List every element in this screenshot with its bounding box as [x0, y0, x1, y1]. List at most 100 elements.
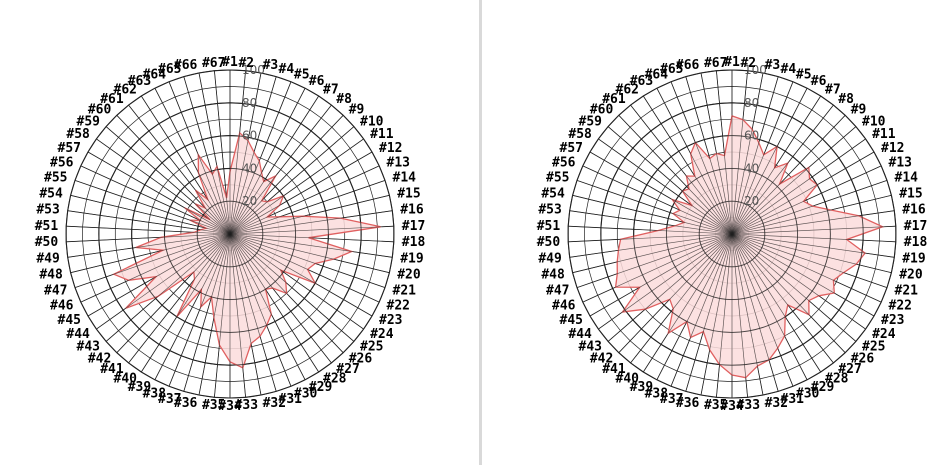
grid-spoke-overlay: [229, 233, 390, 273]
category-label: #35: [704, 398, 727, 413]
tick-label: 40: [744, 161, 759, 175]
grid-spoke-overlay: [229, 115, 344, 235]
category-label: #24: [370, 327, 394, 342]
grid-spoke-overlay: [576, 180, 733, 235]
category-label: #12: [881, 141, 904, 156]
grid-spoke-overlay: [229, 104, 332, 235]
grid-spoke-overlay: [229, 233, 306, 380]
category-label: #32: [765, 396, 788, 411]
grid-spoke-overlay: [67, 233, 231, 258]
category-label: #7: [323, 82, 339, 97]
grid-spoke-overlay: [198, 72, 231, 235]
category-label: #8: [336, 92, 352, 107]
grid-spoke-overlay: [731, 210, 895, 235]
grid-spoke-overlay: [229, 180, 386, 235]
grid-spoke-overlay: [229, 233, 292, 387]
category-label: #61: [602, 92, 626, 107]
category-label: #33: [737, 398, 760, 413]
grid-spoke-overlay: [80, 165, 231, 235]
category-label: #28: [825, 372, 849, 387]
category-label: #29: [309, 380, 332, 395]
category-label: #57: [58, 141, 81, 156]
grid-spoke-overlay: [229, 76, 277, 235]
grid-circle: [98, 102, 362, 366]
grid-spoke-overlay: [731, 165, 882, 235]
category-label: #55: [546, 171, 569, 186]
category-label: #38: [143, 387, 167, 402]
grid-spoke-overlay: [731, 225, 896, 235]
grid-spoke-overlay: [66, 233, 231, 243]
category-label: #56: [552, 156, 576, 171]
category-label: #54: [39, 186, 63, 201]
category-label: #11: [872, 127, 896, 142]
grid-spoke-overlay: [731, 151, 875, 235]
grid-spoke-overlay: [74, 233, 231, 288]
grid-spoke-overlay: [731, 115, 846, 235]
grid-spoke-overlay: [589, 233, 733, 317]
grid-spoke-overlay: [731, 70, 748, 235]
category-label: #26: [349, 352, 373, 367]
category-label: #44: [66, 327, 90, 342]
category-label: #29: [811, 380, 834, 395]
category-label: #14: [393, 171, 417, 186]
category-label: #7: [825, 82, 841, 97]
category-label: #67: [202, 56, 225, 71]
grid-spoke-overlay: [70, 233, 231, 273]
grid-circle: [665, 167, 799, 301]
grid-spoke-overlay: [229, 81, 292, 235]
grid-spoke-overlay: [229, 233, 364, 330]
grid-spoke-overlay: [656, 233, 733, 380]
category-label: #46: [552, 299, 576, 314]
grid-spoke-overlay: [731, 233, 866, 330]
grid-spoke-overlay: [731, 233, 895, 258]
category-label: #50: [35, 235, 59, 250]
category-label: #40: [616, 372, 640, 387]
grid-spoke-overlay: [731, 233, 821, 373]
grid-spoke-overlay: [87, 151, 231, 235]
grid-spoke-overlay: [598, 138, 733, 235]
category-label: #58: [66, 127, 90, 142]
grid-spoke-overlay: [229, 233, 277, 392]
grid-spoke-overlay: [630, 233, 733, 364]
category-label: #34: [218, 399, 242, 414]
grid-spoke-overlay: [229, 233, 380, 303]
grid-spoke-overlay: [96, 138, 231, 235]
grid-spoke-overlay: [618, 233, 733, 353]
grid-spoke-overlay: [731, 195, 892, 235]
tick-label: 40: [242, 161, 257, 175]
grid-spoke-overlay: [229, 233, 246, 398]
grid-spoke-overlay: [731, 233, 857, 342]
category-label: #20: [397, 268, 421, 283]
category-label: #53: [538, 203, 561, 218]
grid-circle: [600, 102, 864, 366]
category-label: #64: [143, 67, 167, 82]
category-label: #10: [360, 114, 384, 129]
grid-spoke-overlay: [569, 210, 733, 235]
category-label: #2: [740, 56, 756, 71]
grid-spoke-overlay: [229, 233, 319, 373]
grid-spoke-overlay: [229, 233, 393, 258]
category-label: #59: [77, 114, 100, 129]
grid-spoke-overlay: [731, 233, 888, 288]
grid-circle: [65, 69, 395, 399]
grid-spoke-overlay: [731, 233, 764, 396]
category-label: #51: [35, 219, 59, 234]
grid-spoke-overlay: [168, 81, 231, 235]
category-label: #21: [393, 283, 417, 298]
category-label: #30: [796, 387, 820, 402]
grid-spoke-overlay: [87, 233, 231, 317]
category-label: #48: [541, 268, 565, 283]
tick-label: 20: [242, 194, 257, 208]
category-label: #25: [360, 340, 383, 355]
category-label: #31: [781, 392, 805, 407]
category-label: #39: [128, 380, 151, 395]
category-label: #24: [872, 327, 896, 342]
category-label: #42: [590, 352, 613, 367]
tick-label: 80: [744, 96, 759, 110]
category-label: #51: [537, 219, 561, 234]
grid-spoke-overlay: [229, 165, 380, 235]
category-label: #56: [50, 156, 74, 171]
category-label: #4: [279, 62, 295, 77]
category-label: #35: [202, 398, 225, 413]
